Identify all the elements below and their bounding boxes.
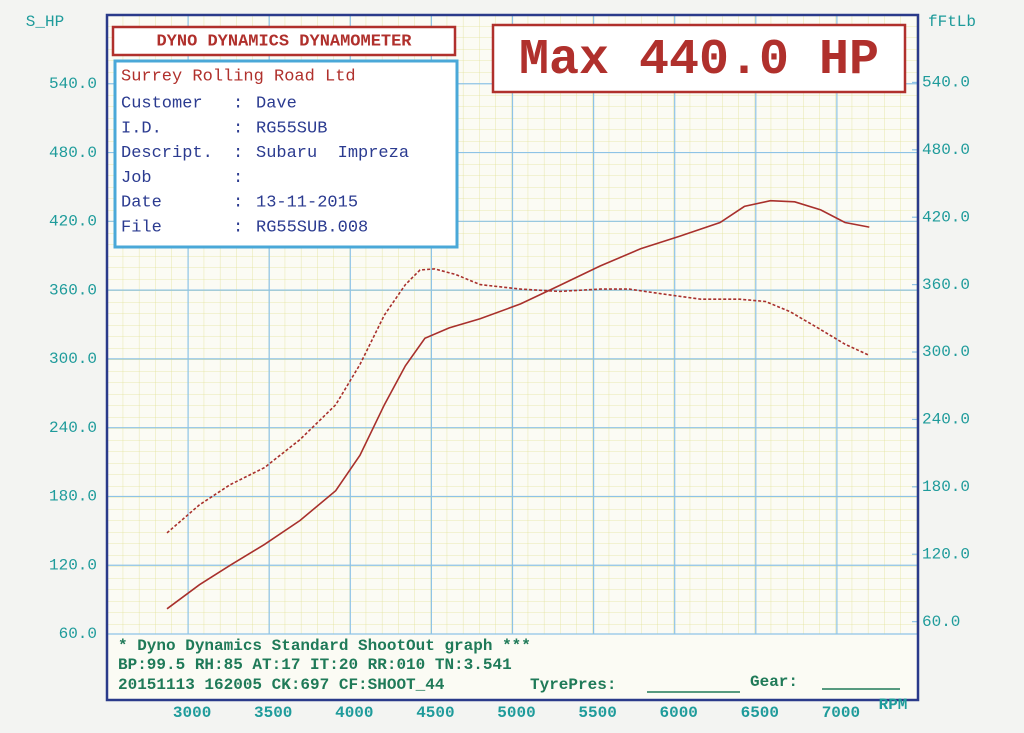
y2-tick-label: 480.0 [922,141,970,159]
x-tick-label: 3500 [254,704,292,722]
x-tick-label: 6000 [659,704,697,722]
field-separator: : [233,119,243,138]
title-box [111,25,457,57]
field-separator: : [233,169,243,188]
y2-tick-label: 300.0 [922,343,970,361]
y2-tick-label: 180.0 [922,478,970,496]
x-axis-label: RPM [879,696,908,714]
field-separator: : [233,94,243,113]
y2-tick-label: 60.0 [922,613,960,631]
tyre-label: TyrePres: [530,676,616,694]
y-tick-label: 480.0 [49,144,97,162]
chart-title: DYNO DYNAMICS DYNAMOMETER [156,32,412,51]
x-tick-label: 5500 [578,704,616,722]
y-tick-label: 180.0 [49,488,97,506]
y-tick-label: 300.0 [49,350,97,368]
company: Surrey Rolling Road Ltd [121,67,356,86]
field-label: File [121,218,162,237]
y-tick-label: 60.0 [59,625,97,643]
x-tick-label: 5000 [497,704,535,722]
headline: Max 440.0 HP [519,32,879,89]
y-tick-label: 540.0 [49,75,97,93]
field-separator: : [233,194,243,213]
field-label: Descript. [121,144,213,163]
y2-tick-label: 540.0 [922,74,970,92]
y-tick-label: 120.0 [49,556,97,574]
y2-axis-label: fFtLb [928,13,976,31]
field-separator: : [233,144,243,163]
field-separator: : [233,218,243,237]
field-value: Dave [256,94,297,113]
y-tick-label: 240.0 [49,419,97,437]
y2-tick-label: 240.0 [922,411,970,429]
field-label: Date [121,194,162,213]
x-tick-label: 7000 [822,704,860,722]
footer-caption: * Dyno Dynamics Standard ShootOut graph … [118,637,531,655]
headline-box [491,23,907,94]
y2-tick-label: 360.0 [922,276,970,294]
y2-tick-label: 120.0 [922,545,970,563]
x-tick-label: 3000 [173,704,211,722]
series-line [166,199,870,610]
y-axis-label: S_HP [26,13,64,31]
field-value: 13-11-2015 [256,194,358,213]
field-value: Subaru Impreza [256,144,409,163]
footer-run: 20151113 162005 CK:697 CF:SHOOT_44 [118,676,445,694]
y-tick-label: 420.0 [49,213,97,231]
frame [105,13,920,702]
series-line [166,268,870,534]
footer-conditions: BP:99.5 RH:85 AT:17 IT:20 RR:010 TN:3.54… [118,656,512,674]
y2-tick-label: 420.0 [922,208,970,226]
y-tick-label: 360.0 [49,281,97,299]
info-box [113,59,459,249]
x-tick-label: 4500 [416,704,454,722]
field-label: Customer [121,94,203,113]
field-value: RG55SUB.008 [256,218,368,237]
field-label: I.D. [121,119,162,138]
gear-label: Gear: [750,673,798,691]
field-label: Job [121,169,152,188]
field-value: RG55SUB [256,119,327,138]
x-tick-label: 6500 [741,704,779,722]
x-tick-label: 4000 [335,704,373,722]
